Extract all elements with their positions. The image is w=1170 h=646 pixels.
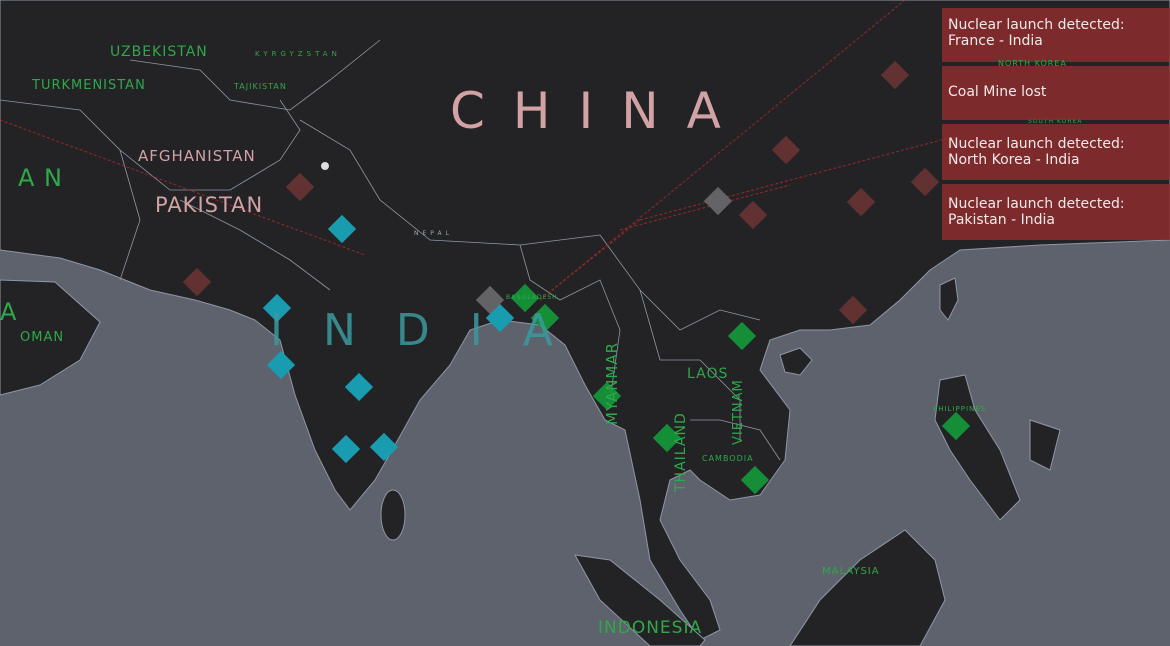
country-label-laos: LAOS (687, 366, 729, 382)
country-label-malaysia: MALAYSIA (822, 566, 880, 577)
notification-text: Coal Mine lost (948, 84, 1047, 100)
country-label-turkmenistan: TURKMENISTAN (32, 78, 146, 93)
selected-target-marker[interactable] (321, 162, 329, 170)
country-label-tajikistan: TAJIKISTAN (234, 82, 287, 91)
country-label-oman: OMAN (20, 330, 65, 345)
notification-item[interactable]: Nuclear launch detected: North Korea - I… (942, 124, 1170, 180)
notification-text: Nuclear launch detected: France - India (948, 17, 1125, 49)
country-label-cambodia: CAMBODIA (702, 454, 754, 463)
country-label-vietnam: VIETNAM (731, 379, 746, 445)
country-label-pakistan: PAKISTAN (155, 193, 264, 217)
country-label-north-korea: NORTH KOREA (998, 59, 1067, 68)
notification-item[interactable]: Nuclear launch detected: France - India (942, 8, 1170, 62)
country-label-myanmar: MYANMAR (603, 341, 621, 425)
country-label-china: CHINA (450, 82, 749, 140)
country-label-thailand: THAILAND (673, 412, 689, 492)
country-label-indonesia: INDONESIA (598, 618, 703, 638)
notification-text: Nuclear launch detected: Pakistan - Indi… (948, 196, 1125, 228)
country-label-oman-large: A (0, 298, 18, 326)
country-label-bangladesh: BANGLADESH (506, 294, 558, 301)
country-label-nepal: NEPAL (414, 230, 453, 237)
country-label-kyrgyzstan: KYRGYZSTAN (255, 50, 341, 58)
country-label-afghanistan: AFGHANISTAN (138, 147, 256, 165)
country-label-iran: A N (18, 164, 63, 192)
notification-text: Nuclear launch detected: North Korea - I… (948, 136, 1125, 168)
notification-item[interactable]: Nuclear launch detected: Pakistan - Indi… (942, 184, 1170, 240)
country-label-south-korea: SOUTH KOREA (1028, 118, 1083, 125)
country-label-philippines: PHILIPPINES (933, 405, 987, 413)
country-label-india: INDIA (270, 305, 593, 356)
notification-item[interactable]: Coal Mine lost (942, 66, 1170, 120)
country-label-uzbekistan: UZBEKISTAN (110, 44, 208, 60)
country-borders (0, 39, 781, 461)
missile-trails (0, 0, 961, 301)
